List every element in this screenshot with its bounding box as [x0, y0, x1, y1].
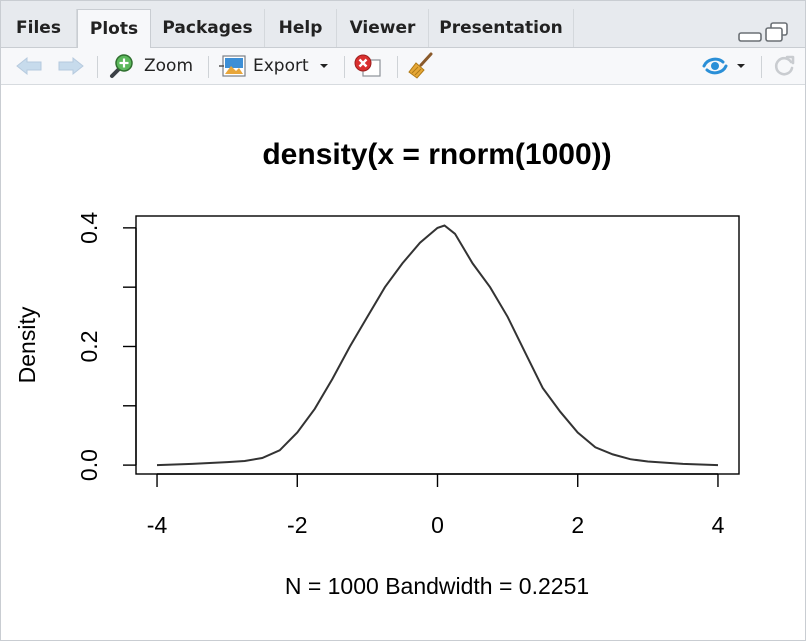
remove-plot-button[interactable]: [353, 48, 387, 84]
toolbar-divider: [97, 56, 98, 78]
x-tick-label: 4: [712, 512, 725, 538]
toolbar-divider: [761, 56, 762, 78]
x-axis: -4 -2 0 2 4: [147, 473, 725, 538]
chevron-down-icon: [737, 64, 745, 68]
toolbar-divider: [344, 56, 345, 78]
maximize-icon[interactable]: [765, 22, 788, 42]
publish-icon: [702, 57, 728, 75]
plot-viewer: density(x = rnorm(1000)) -4 -2 0 2 4 0.0 0.2 0…: [1, 85, 805, 640]
arrow-right-icon: [58, 56, 84, 76]
tab-help[interactable]: Help: [265, 9, 337, 47]
y-tick-label: 0.0: [76, 449, 102, 481]
tab-packages[interactable]: Packages: [151, 9, 265, 47]
plots-toolbar: Zoom Export: [1, 48, 805, 85]
zoom-button[interactable]: Zoom: [109, 48, 197, 84]
image-export-icon: [219, 55, 246, 77]
x-tick-label: 0: [431, 512, 444, 538]
tab-viewer[interactable]: Viewer: [337, 9, 429, 47]
x-tick-label: -4: [147, 512, 168, 538]
arrow-left-icon: [16, 56, 42, 76]
x-axis-label: N = 1000 Bandwidth = 0.2251: [285, 573, 589, 599]
back-button[interactable]: [15, 48, 45, 84]
y-axis: 0.0 0.2 0.4: [76, 212, 137, 481]
refresh-button[interactable]: [771, 48, 799, 84]
y-tick-label: 0.2: [76, 330, 102, 362]
window-controls: [737, 21, 791, 43]
plot-title: density(x = rnorm(1000)): [262, 138, 611, 171]
remove-plot-icon: [354, 54, 381, 77]
chevron-down-icon: [319, 64, 328, 68]
clear-all-plots-button[interactable]: [407, 48, 437, 84]
plot-frame: [135, 215, 740, 475]
tab-bar: Files Plots Packages Help Viewer Present…: [1, 1, 805, 48]
forward-button[interactable]: [57, 48, 87, 84]
zoom-label: Zoom: [144, 56, 194, 76]
y-tick-label: 0.4: [76, 212, 102, 244]
refresh-icon: [774, 55, 795, 76]
magnifier-plus-icon: [110, 54, 133, 78]
toolbar-divider: [208, 56, 209, 78]
export-label: Export: [253, 56, 309, 76]
broom-icon: [408, 52, 433, 79]
minimize-icon[interactable]: [738, 32, 762, 42]
tab-plots[interactable]: Plots: [77, 9, 151, 48]
y-axis-label: Density: [14, 306, 40, 383]
tab-files[interactable]: Files: [1, 9, 77, 47]
export-menu[interactable]: Export: [219, 48, 335, 84]
toolbar-divider: [397, 56, 398, 78]
density-plot: density(x = rnorm(1000)) -4 -2 0 2 4 0.00.20…: [14, 138, 740, 599]
publish-menu[interactable]: [701, 48, 749, 84]
x-tick-label: -2: [287, 512, 307, 538]
tab-presentation[interactable]: Presentation: [429, 9, 574, 47]
density-curve: [156, 224, 719, 467]
x-tick-label: 2: [571, 512, 584, 538]
